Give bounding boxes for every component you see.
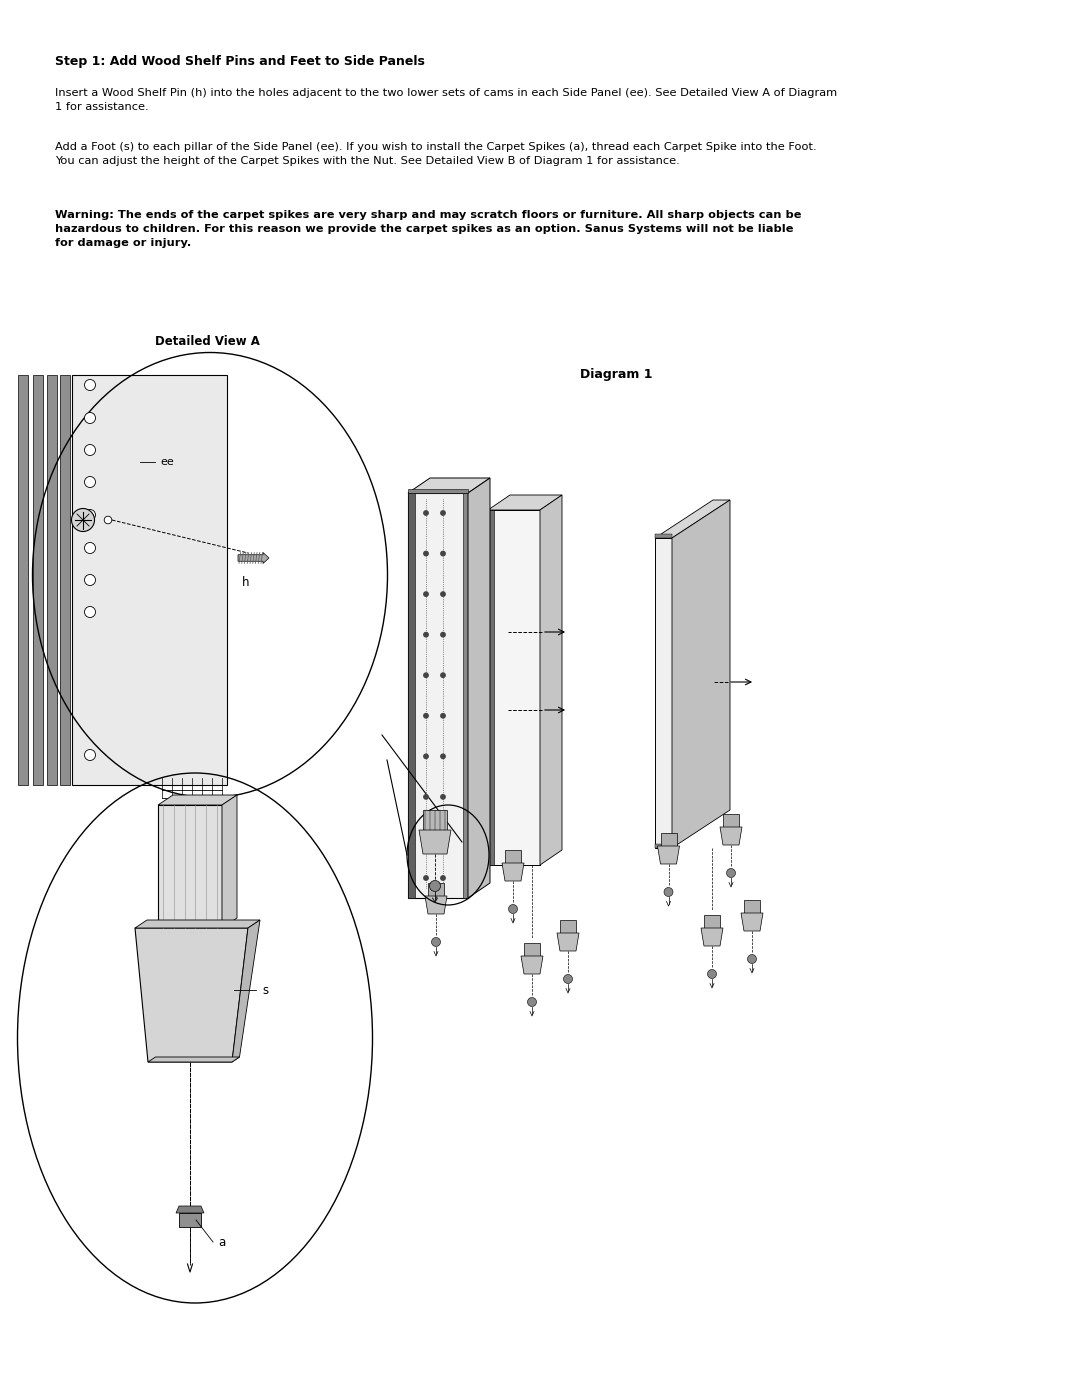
Circle shape bbox=[423, 876, 428, 880]
Circle shape bbox=[432, 937, 441, 947]
Circle shape bbox=[84, 444, 95, 455]
Polygon shape bbox=[135, 928, 248, 1062]
Circle shape bbox=[441, 876, 445, 880]
Polygon shape bbox=[701, 928, 723, 946]
Circle shape bbox=[423, 754, 428, 759]
Circle shape bbox=[423, 714, 428, 718]
Polygon shape bbox=[232, 921, 260, 1062]
Polygon shape bbox=[720, 827, 742, 845]
Bar bbox=[60, 374, 70, 785]
Bar bbox=[488, 510, 540, 865]
Circle shape bbox=[423, 795, 428, 799]
Text: Add a Foot (s) to each pillar of the Side Panel (ee). If you wish to install the: Add a Foot (s) to each pillar of the Sid… bbox=[55, 142, 816, 166]
Bar bbox=[158, 805, 222, 928]
Bar bbox=[48, 374, 57, 785]
Polygon shape bbox=[654, 500, 730, 538]
Text: Detailed View A: Detailed View A bbox=[156, 335, 260, 348]
Circle shape bbox=[423, 552, 428, 556]
Circle shape bbox=[104, 517, 112, 524]
Circle shape bbox=[423, 633, 428, 637]
Polygon shape bbox=[148, 1058, 240, 1062]
Bar bbox=[408, 493, 415, 898]
Bar bbox=[704, 915, 720, 928]
Bar bbox=[428, 883, 444, 895]
Circle shape bbox=[707, 970, 716, 978]
Bar bbox=[654, 844, 672, 848]
Circle shape bbox=[84, 412, 95, 423]
Text: ee: ee bbox=[160, 457, 174, 467]
Text: h: h bbox=[242, 576, 249, 588]
Circle shape bbox=[423, 673, 428, 678]
Circle shape bbox=[441, 552, 445, 556]
Circle shape bbox=[441, 673, 445, 678]
Polygon shape bbox=[672, 500, 730, 848]
Bar bbox=[488, 510, 494, 865]
Polygon shape bbox=[521, 956, 543, 974]
Bar bbox=[524, 943, 540, 956]
Polygon shape bbox=[557, 933, 579, 951]
Circle shape bbox=[441, 754, 445, 759]
Circle shape bbox=[727, 869, 735, 877]
Circle shape bbox=[430, 880, 441, 891]
Bar bbox=[408, 489, 468, 493]
Circle shape bbox=[84, 750, 95, 760]
Text: a: a bbox=[218, 1235, 226, 1249]
Polygon shape bbox=[176, 1206, 204, 1213]
Circle shape bbox=[84, 574, 95, 585]
Circle shape bbox=[441, 633, 445, 637]
Circle shape bbox=[441, 714, 445, 718]
Text: Step 1: Add Wood Shelf Pins and Feet to Side Panels: Step 1: Add Wood Shelf Pins and Feet to … bbox=[55, 54, 424, 68]
Polygon shape bbox=[408, 478, 490, 493]
Circle shape bbox=[527, 997, 537, 1006]
Circle shape bbox=[423, 835, 428, 840]
Circle shape bbox=[564, 975, 572, 983]
Polygon shape bbox=[488, 495, 562, 510]
Circle shape bbox=[84, 606, 95, 617]
Text: s: s bbox=[262, 983, 268, 996]
Bar bbox=[33, 374, 43, 785]
Polygon shape bbox=[222, 795, 237, 928]
Bar bbox=[408, 493, 468, 898]
Polygon shape bbox=[658, 847, 679, 863]
Polygon shape bbox=[502, 863, 524, 882]
Text: Detailed View B: Detailed View B bbox=[112, 747, 217, 761]
Circle shape bbox=[441, 835, 445, 840]
Bar bbox=[505, 849, 521, 863]
Text: Insert a Wood Shelf Pin (h) into the holes adjacent to the two lower sets of cam: Insert a Wood Shelf Pin (h) into the hol… bbox=[55, 88, 837, 112]
Polygon shape bbox=[426, 895, 447, 914]
Circle shape bbox=[747, 954, 756, 964]
Circle shape bbox=[84, 510, 95, 521]
Polygon shape bbox=[468, 478, 490, 898]
Bar bbox=[18, 374, 28, 785]
Bar bbox=[561, 921, 576, 933]
Polygon shape bbox=[419, 830, 451, 854]
Circle shape bbox=[664, 887, 673, 897]
Circle shape bbox=[441, 511, 445, 515]
Circle shape bbox=[84, 380, 95, 391]
Polygon shape bbox=[741, 914, 762, 930]
Bar bbox=[654, 538, 672, 848]
Text: Diagram 1: Diagram 1 bbox=[580, 367, 652, 381]
Polygon shape bbox=[540, 495, 562, 865]
Bar bbox=[661, 833, 676, 847]
Bar bbox=[179, 1213, 201, 1227]
Circle shape bbox=[441, 795, 445, 799]
Circle shape bbox=[71, 509, 95, 531]
Polygon shape bbox=[135, 921, 260, 928]
FancyArrow shape bbox=[238, 552, 269, 563]
Bar bbox=[744, 900, 760, 914]
Bar bbox=[723, 814, 739, 827]
Polygon shape bbox=[158, 795, 237, 805]
Bar bbox=[463, 493, 468, 898]
Circle shape bbox=[441, 592, 445, 597]
Circle shape bbox=[423, 511, 428, 515]
Circle shape bbox=[423, 592, 428, 597]
Text: Warning: The ends of the carpet spikes are very sharp and may scratch floors or : Warning: The ends of the carpet spikes a… bbox=[55, 210, 801, 249]
Bar bbox=[72, 374, 227, 785]
Circle shape bbox=[84, 542, 95, 553]
Bar bbox=[423, 810, 447, 830]
Circle shape bbox=[509, 904, 517, 914]
Bar bbox=[654, 534, 672, 538]
Circle shape bbox=[84, 476, 95, 488]
